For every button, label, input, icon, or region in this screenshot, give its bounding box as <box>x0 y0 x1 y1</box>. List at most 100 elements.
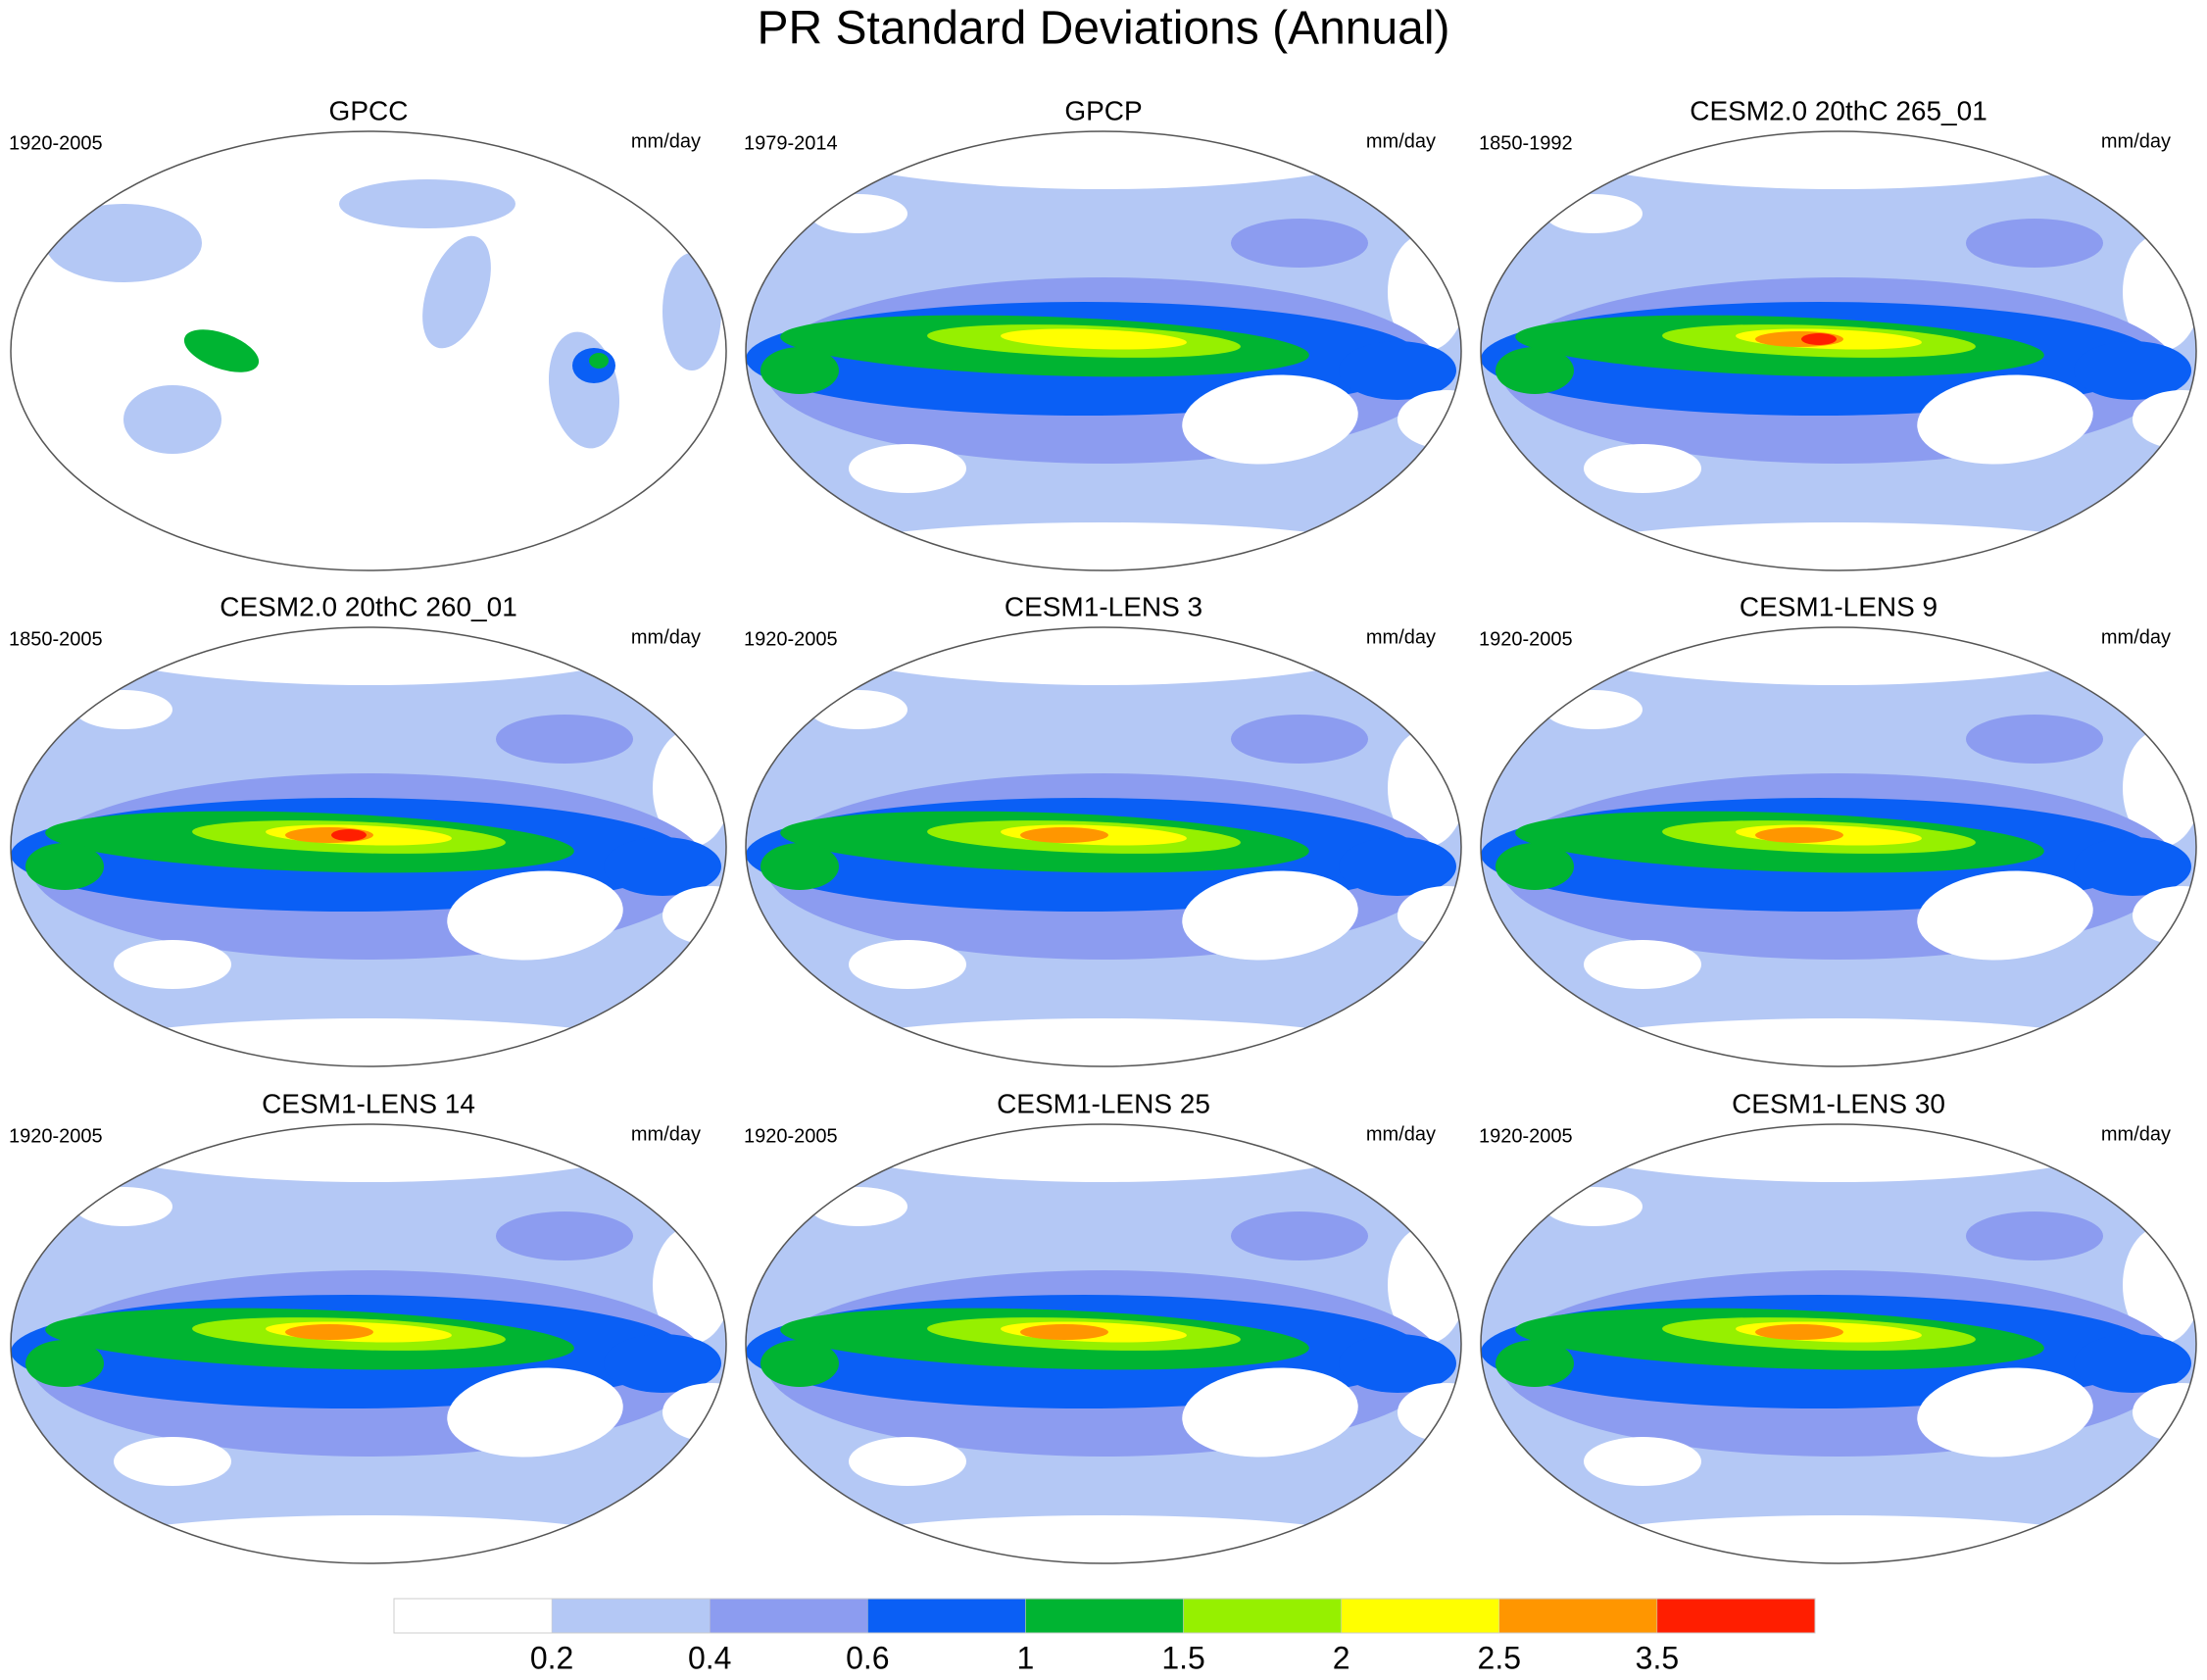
contour-region <box>809 1018 1398 1066</box>
contour-region <box>1515 1124 2162 1182</box>
panel-title: CESM1-LENS 25 <box>997 1088 1210 1118</box>
panel-period: 1920-2005 <box>1479 1125 1573 1147</box>
contour-region <box>331 829 367 841</box>
map-outline <box>745 130 1462 571</box>
map-outline <box>1480 130 2197 571</box>
contour-region <box>447 1367 623 1458</box>
panel-period: 1920-2005 <box>744 628 838 650</box>
map-outline <box>10 130 727 571</box>
map-panel: CESM1-LENS 14 1920-2005 mm/day <box>9 1088 727 1564</box>
contour-region <box>849 444 966 493</box>
map-panel: CESM2.0 20thC 265_01 1850-1992 mm/day <box>1479 95 2197 571</box>
contour-region <box>2074 341 2191 400</box>
contour-region <box>760 843 839 890</box>
contour-region <box>123 385 221 454</box>
map-panel: CESM1-LENS 3 1920-2005 mm/day <box>744 591 1462 1067</box>
colorbar-box <box>867 1598 1026 1634</box>
contour-region <box>496 715 633 764</box>
panel-title: GPCC <box>329 95 409 125</box>
contour-region <box>604 1334 721 1393</box>
contour-region <box>849 1437 966 1486</box>
contour-region <box>780 1124 1427 1182</box>
map-panel: CESM1-LENS 9 1920-2005 mm/day <box>1479 591 2197 1067</box>
contour-region <box>1545 522 2133 570</box>
contour-region <box>849 940 966 989</box>
contour-region <box>496 1211 633 1260</box>
contour-region <box>1231 715 1368 764</box>
figure-title: PR Standard Deviations (Annual) <box>757 3 1449 55</box>
contour-region <box>1020 827 1108 843</box>
map-outline <box>10 1123 727 1564</box>
panel-title: GPCP <box>1064 95 1142 125</box>
colorbar-label: 0.6 <box>846 1640 889 1675</box>
contour-region <box>604 837 721 896</box>
colorbar-box <box>393 1598 553 1634</box>
contour-region <box>1001 328 1187 350</box>
map-panel: GPCP 1979-2014 mm/day <box>744 95 1462 571</box>
contour-region <box>1020 1324 1108 1340</box>
contour-region <box>1584 1437 1701 1486</box>
colorbar-label: 0.4 <box>688 1640 731 1675</box>
contour-region <box>1339 1334 1456 1393</box>
contour-region <box>1182 374 1358 465</box>
contour-region <box>1545 1018 2133 1066</box>
map-field <box>11 627 726 1066</box>
contour-region <box>285 1324 373 1340</box>
map-field <box>1481 131 2196 570</box>
contour-region <box>25 1340 104 1387</box>
contour-region <box>339 179 515 228</box>
colorbar-label: 3.5 <box>1636 1640 1679 1675</box>
panel-units: mm/day <box>1366 130 1436 152</box>
map-outline <box>1480 1123 2197 1564</box>
contour-region <box>780 131 1427 189</box>
contour-region <box>1545 1515 2133 1563</box>
panel-units: mm/day <box>2101 1123 2171 1145</box>
colorbar-box <box>551 1598 711 1634</box>
panel-period: 1920-2005 <box>9 132 103 154</box>
contour-region <box>45 204 202 282</box>
contour-region <box>1496 347 1574 394</box>
contour-region <box>1339 837 1456 896</box>
contour-region <box>1584 444 1701 493</box>
colorbar-box <box>1025 1598 1184 1634</box>
panel-title: CESM2.0 20thC 265_01 <box>1690 95 1987 125</box>
colorbar-label: 0.2 <box>530 1640 573 1675</box>
panel-period: 1920-2005 <box>1479 628 1573 650</box>
colorbar: 0.2 0.4 0.6 1 1.5 2 2.5 3.5 <box>393 1598 1816 1675</box>
map-panel: GPCC 1920-2005 mm/day <box>9 95 727 571</box>
contour-region <box>1966 219 2103 268</box>
contour-region <box>447 870 623 961</box>
panel-title: CESM1-LENS 9 <box>1740 591 1937 621</box>
contour-region <box>1917 870 2093 961</box>
contour-region <box>780 627 1427 685</box>
contour-region <box>1966 715 2103 764</box>
panel-period: 1920-2005 <box>9 1125 103 1147</box>
colorbar-label: 2.5 <box>1478 1640 1521 1675</box>
contour-region <box>1398 390 1461 449</box>
map-outline <box>10 626 727 1067</box>
contour-region <box>1231 1211 1368 1260</box>
contour-region <box>809 522 1398 570</box>
colorbar-label: 1 <box>1017 1640 1035 1675</box>
contour-region <box>25 843 104 890</box>
contour-region <box>1398 886 1461 945</box>
contour-region <box>1182 1367 1358 1458</box>
contour-region <box>1339 341 1456 400</box>
contour-region <box>662 253 721 371</box>
panel-period: 1979-2014 <box>744 132 838 154</box>
contour-region <box>74 1515 662 1563</box>
contour-region <box>114 1437 231 1486</box>
map-field <box>746 1124 1461 1563</box>
contour-region <box>1917 374 2093 465</box>
contour-region <box>74 1018 662 1066</box>
map-outline <box>745 1123 1462 1564</box>
contour-region <box>809 1515 1398 1563</box>
map-panel: CESM2.0 20thC 260_01 1850-2005 mm/day <box>9 591 727 1067</box>
colorbar-frame <box>393 1598 1816 1634</box>
panel-title: CESM1-LENS 14 <box>262 1088 475 1118</box>
panel-units: mm/day <box>2101 130 2171 152</box>
panel-units: mm/day <box>631 626 701 648</box>
panel-period: 1920-2005 <box>744 1125 838 1147</box>
